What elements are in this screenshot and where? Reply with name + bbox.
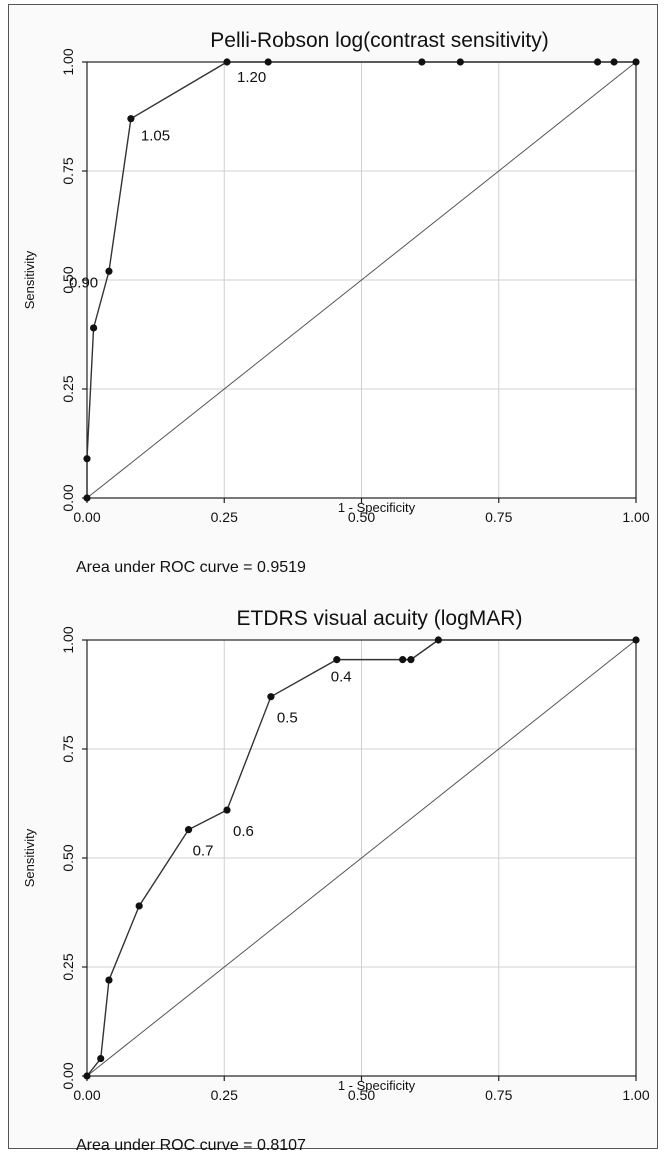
reference-diagonal-line: [86, 61, 637, 499]
chart-title: Pelli-Robson log(contrast sensitivity): [210, 29, 548, 52]
y-tick-label: 1.00: [60, 48, 76, 75]
roc-data-point: [105, 976, 113, 984]
x-tick-label: 0.00: [73, 1087, 100, 1103]
roc-data-point: [223, 58, 231, 66]
cutoff-point-label: 1.05: [141, 128, 170, 145]
roc-data-point: [89, 324, 98, 332]
x-tick-label: 0.75: [485, 509, 512, 525]
roc-data-point: [593, 58, 602, 66]
x-axis-label: 1 - Specificity: [338, 500, 416, 515]
y-axis-label: Sensitivity: [22, 250, 37, 309]
x-tick-label: 0.50: [348, 509, 375, 525]
y-tick-label: 0.25: [60, 953, 76, 980]
y-tick-label: 0.00: [60, 484, 76, 511]
x-tick-label: 0.25: [211, 509, 238, 525]
roc-data-point: [97, 1054, 105, 1063]
chart-title: ETDRS visual acuity (logMAR): [237, 607, 523, 630]
x-axis-label: 1 - Specificity: [338, 1078, 416, 1093]
auc-caption: Area under ROC curve = 0.9519: [76, 559, 306, 576]
roc-data-point: [135, 902, 143, 910]
cutoff-point-label: 0.7: [193, 843, 214, 860]
roc-data-point: [105, 267, 113, 275]
cutoff-point-label: 0.4: [331, 669, 352, 686]
roc-data-point: [632, 58, 640, 66]
y-tick-label: 0.75: [60, 157, 76, 184]
roc-data-point: [407, 656, 415, 664]
y-tick-label: 0.50: [60, 844, 76, 871]
roc-data-point: [83, 455, 91, 463]
roc-panel-etdrs: ETDRS visual acuity (logMAR) 0.00 0.25 0.50…: [0, 578, 665, 1156]
y-tick-label: 1.00: [60, 626, 76, 653]
x-tick-label: 0.25: [211, 1087, 238, 1103]
roc-data-point: [264, 58, 272, 66]
roc-data-point: [223, 806, 231, 814]
cutoff-point-label: 0.90: [69, 274, 98, 291]
y-tick-label: 0.50: [60, 266, 76, 293]
roc-data-point: [434, 636, 442, 644]
roc-data-point: [83, 1072, 91, 1080]
x-tick-label: 1.00: [622, 1087, 649, 1103]
roc-chart-pelli-robson: Pelli-Robson log(contrast sensitivity) 0.…: [22, 29, 650, 576]
roc-panel-pelli-robson: Pelli-Robson log(contrast sensitivity) 0.…: [22, 29, 650, 576]
plot-border: [86, 639, 637, 1077]
roc-data-point: [418, 58, 426, 66]
roc-curve-line: [86, 639, 636, 1077]
x-tick-label: 0.50: [348, 1087, 375, 1103]
y-tick-label: 0.75: [60, 735, 76, 762]
roc-data-point: [632, 636, 640, 644]
y-tick-label: 0.00: [60, 1062, 76, 1089]
roc-data-point: [127, 115, 135, 123]
roc-data-point: [83, 494, 91, 502]
roc-data-point: [456, 58, 464, 66]
cutoff-point-label: 0.5: [277, 710, 298, 727]
reference-diagonal-line: [86, 639, 637, 1077]
x-tick-label: 0.75: [485, 1087, 512, 1103]
y-axis-label: Sensitivity: [22, 828, 37, 887]
x-tick-label: 1.00: [622, 509, 649, 525]
cutoff-point-label: 1.20: [237, 69, 266, 86]
cutoff-point-label: 0.6: [233, 823, 254, 840]
roc-data-point: [267, 693, 275, 701]
x-tick-label: 0.00: [73, 509, 100, 525]
roc-data-point: [610, 58, 618, 66]
roc-data-point: [184, 826, 193, 834]
roc-data-point: [333, 656, 341, 664]
roc-data-point: [399, 656, 407, 664]
y-tick-label: 0.25: [60, 375, 76, 402]
roc-chart-etdrs: ETDRS visual acuity (logMAR)0.00 0.25 0.50…: [22, 607, 650, 1154]
auc-caption: Area under ROC curve = 0.8107: [76, 1137, 306, 1154]
